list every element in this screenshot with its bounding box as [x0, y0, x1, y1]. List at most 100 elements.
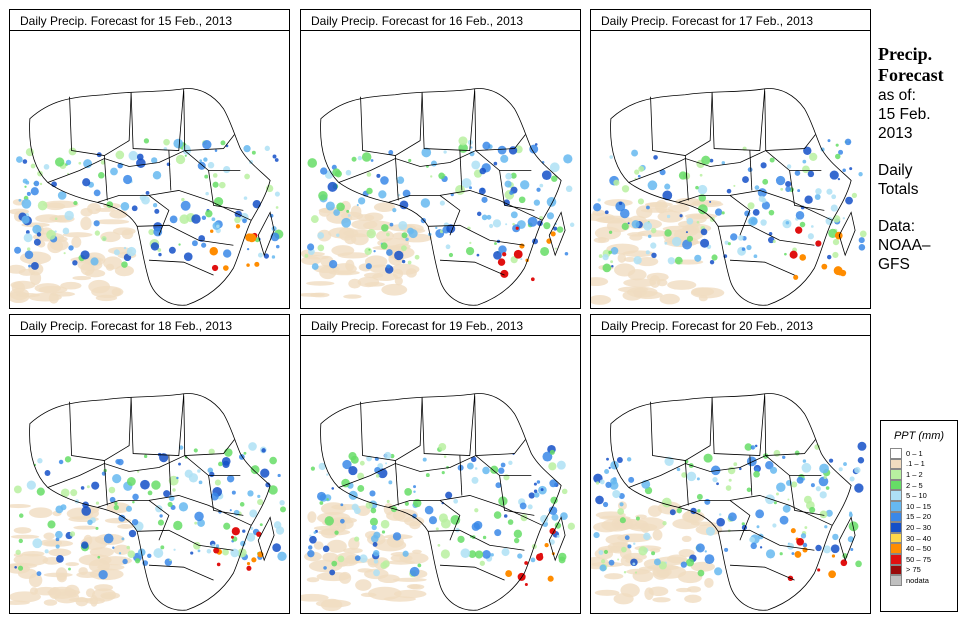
rain-cell	[26, 191, 31, 196]
rain-cell	[319, 501, 324, 505]
rain-cell	[450, 514, 461, 525]
rain-cell	[90, 257, 99, 266]
rain-cell	[23, 233, 33, 243]
country-border	[148, 495, 252, 526]
rain-cell	[482, 550, 491, 559]
rain-cell	[744, 210, 751, 217]
rain-cell	[694, 254, 702, 262]
rain-cell	[239, 502, 245, 507]
dry-area	[667, 280, 697, 290]
rain-cell	[392, 532, 402, 541]
rain-cell	[838, 149, 844, 155]
rain-cell	[507, 519, 514, 525]
rain-cell	[428, 516, 438, 525]
rain-cell	[357, 472, 365, 480]
country-border	[459, 150, 463, 191]
rain-cell	[178, 445, 184, 450]
rain-cell	[366, 187, 373, 195]
dry-area	[45, 202, 66, 211]
rain-cell	[527, 504, 533, 510]
dry-area	[43, 540, 74, 547]
dry-area	[392, 577, 427, 582]
rain-cell	[471, 160, 481, 170]
rain-cell	[620, 208, 630, 219]
dry-area	[386, 510, 406, 521]
legend-swatch	[890, 490, 902, 501]
rain-cell	[493, 250, 502, 260]
rain-cell	[534, 492, 540, 498]
rain-cell	[95, 526, 99, 530]
rain-cell	[710, 465, 721, 476]
country-border	[718, 224, 815, 246]
rain-cell	[818, 476, 829, 487]
rain-cell	[39, 182, 43, 186]
rain-cell	[536, 187, 541, 192]
rain-cell	[749, 536, 755, 543]
rain-cell	[214, 479, 221, 486]
rain-cell	[223, 522, 231, 530]
country-border	[69, 397, 132, 461]
dry-area	[637, 230, 671, 237]
rain-cell	[438, 172, 445, 180]
rain-cell	[44, 470, 51, 476]
rain-cell	[765, 461, 774, 470]
rain-cell	[373, 569, 380, 577]
rain-cell	[392, 208, 397, 213]
rain-cell	[420, 198, 431, 208]
rain-cell	[819, 510, 828, 519]
rain-cell	[141, 195, 150, 205]
country-border	[838, 211, 856, 257]
rain-cell	[697, 569, 705, 577]
rain-cell	[246, 532, 256, 542]
rain-cell	[762, 178, 769, 185]
asof-label: as of:	[878, 87, 916, 104]
heavy-rain-cell	[246, 263, 250, 267]
dry-area	[320, 598, 343, 612]
rain-cell	[250, 526, 254, 530]
panel-title: Daily Precip. Forecast for 17 Feb., 2013	[590, 9, 871, 31]
rain-cell	[373, 549, 380, 557]
rain-cell	[438, 442, 447, 451]
rain-cell	[779, 552, 783, 556]
country-border	[257, 211, 275, 257]
rain-cell	[842, 217, 845, 220]
dry-area	[632, 569, 654, 583]
heavy-rain-cell	[497, 258, 506, 266]
rain-cell	[595, 481, 600, 485]
country-border	[739, 455, 822, 476]
heavy-rain-cell	[500, 269, 509, 278]
rain-cell	[646, 205, 650, 210]
rain-cell	[157, 248, 162, 252]
dry-area	[390, 263, 420, 275]
asof-date-line1: 15 Feb.	[878, 106, 931, 123]
rain-cell	[152, 171, 162, 180]
rain-cell	[151, 157, 158, 164]
rain-cell	[272, 543, 281, 552]
rain-cell	[331, 487, 335, 490]
rain-cell	[370, 159, 374, 162]
rain-cell	[309, 535, 317, 544]
rain-cell	[437, 543, 441, 547]
dry-area	[76, 571, 99, 579]
rain-cell	[510, 211, 518, 219]
rain-cell	[100, 160, 106, 165]
dry-area	[687, 586, 701, 593]
rain-cell	[115, 458, 121, 465]
rain-cell	[72, 260, 78, 266]
rain-cell	[730, 233, 738, 241]
rain-cell	[741, 522, 745, 526]
rain-cell	[347, 214, 351, 217]
heavy-rain-cell	[230, 535, 234, 539]
rain-cell	[68, 567, 71, 571]
heavy-rain-cell	[246, 565, 252, 571]
rain-cell	[110, 167, 118, 176]
rain-cell	[678, 171, 688, 180]
panel-title: Daily Precip. Forecast for 18 Feb., 2013	[9, 314, 290, 336]
rain-cell	[858, 172, 863, 177]
country-borders	[610, 88, 856, 306]
rain-cell	[728, 512, 737, 522]
country-border	[749, 455, 753, 496]
rain-cell	[21, 215, 30, 224]
rain-cell	[346, 209, 350, 213]
legend-label: 30 – 40	[906, 533, 932, 543]
